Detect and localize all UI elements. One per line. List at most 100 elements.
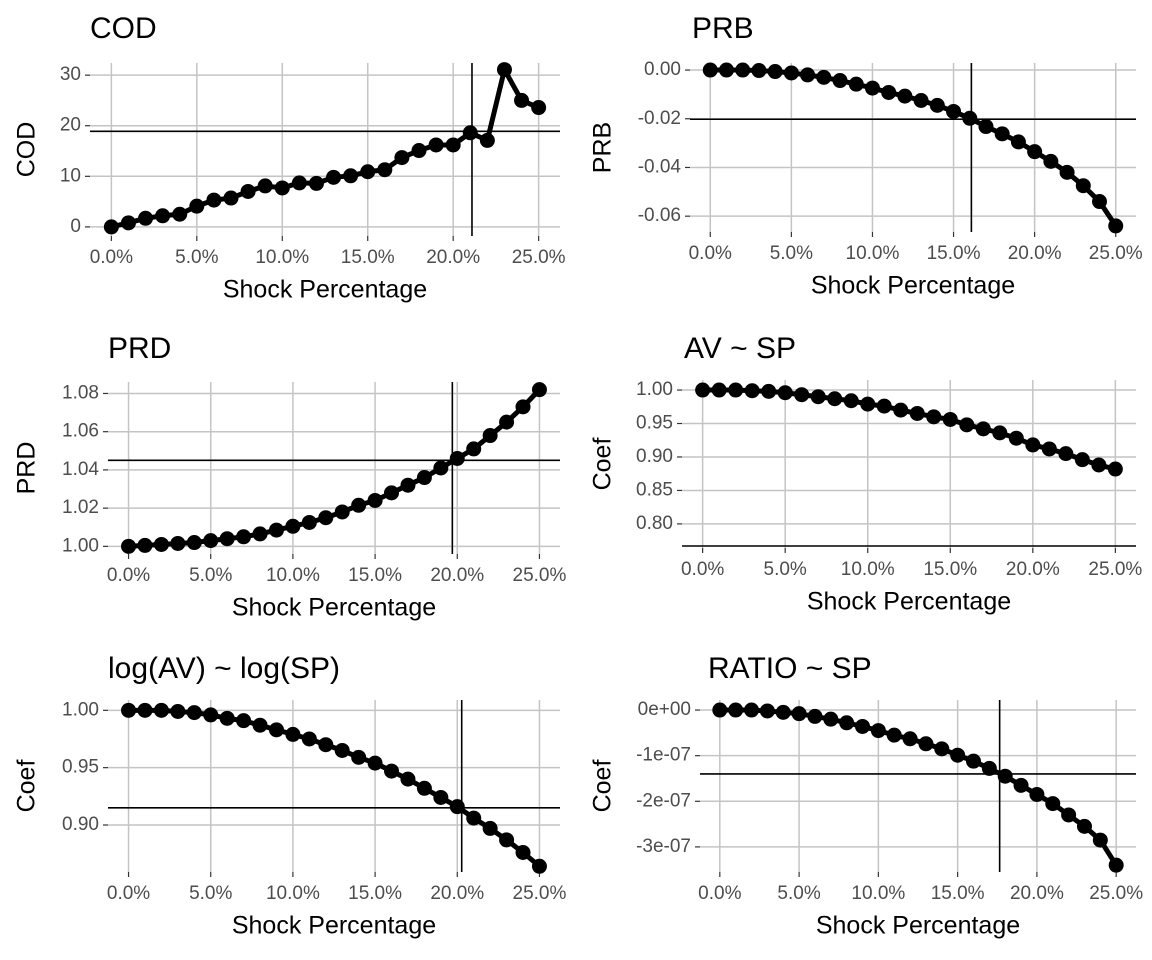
data-point [1108, 218, 1124, 234]
data-point [886, 727, 902, 743]
panel: 0.0% 5.0% 10.0% 15.0% 20.0% 25.0% 1.00 1.02 1.04… [13, 332, 567, 622]
x-tick-label: 10.0% [266, 883, 320, 904]
data-point [203, 707, 219, 723]
data-point [1010, 134, 1026, 150]
data-point [466, 441, 482, 457]
data-point [121, 702, 137, 718]
data-point [223, 190, 239, 206]
data-point [810, 389, 826, 405]
data-point [1029, 786, 1045, 802]
data-point [462, 125, 478, 141]
data-point [334, 504, 350, 520]
data-point [482, 428, 498, 444]
x-axis-title: Shock Percentage [232, 594, 436, 622]
x-tick-label: 15.0% [348, 565, 402, 586]
x-tick-label: 5.0% [764, 559, 807, 580]
data-point [360, 164, 376, 180]
data-point [268, 722, 284, 738]
data-point [496, 62, 512, 78]
data-point [203, 533, 219, 549]
data-point [981, 760, 997, 776]
data-point [170, 703, 186, 719]
data-point [351, 749, 367, 765]
data-point [950, 747, 966, 763]
data-point [186, 535, 202, 551]
x-tick-label: 20.0% [426, 247, 480, 268]
data-point [411, 143, 427, 159]
data-point [531, 382, 547, 398]
y-tick-label: 1.08 [62, 382, 99, 403]
data-point [449, 799, 465, 815]
x-tick-label: 25.0% [513, 565, 567, 586]
x-axis-title: Shock Percentage [223, 276, 427, 304]
data-point [189, 198, 205, 214]
y-tick-label: 20 [60, 115, 81, 136]
data-point [433, 460, 449, 476]
data-point [695, 382, 711, 398]
data-point [515, 845, 531, 861]
x-tick-label: 15.0% [348, 883, 402, 904]
panel: 0.0% 5.0% 10.0% 15.0% 20.0% 25.0% 1.00 0.95 0.90… [589, 332, 1143, 616]
x-tick-label: 0.0% [698, 883, 741, 904]
y-tick-label: -2e-07 [636, 790, 691, 811]
data-point [934, 741, 950, 757]
data-point [744, 383, 760, 399]
data-point [1107, 461, 1123, 477]
data-point [881, 84, 897, 100]
y-tick-label: 1.00 [62, 699, 99, 720]
data-point [855, 718, 871, 734]
data-point [767, 64, 783, 80]
data-point [351, 497, 367, 513]
data-point [514, 92, 530, 108]
data-point [759, 703, 775, 719]
chart-title: AV ~ SP [684, 332, 796, 365]
data-point [531, 858, 547, 874]
data-point [827, 391, 843, 407]
data-point [291, 175, 307, 191]
x-axis-title: Shock Percentage [232, 912, 436, 940]
data-point [929, 97, 945, 113]
data-point [367, 755, 383, 771]
data-point [870, 723, 886, 739]
data-point [252, 717, 268, 733]
data-point [946, 103, 962, 119]
chart-title: RATIO ~ SP [708, 652, 872, 685]
data-point [832, 73, 848, 89]
data-point [1025, 437, 1041, 453]
y-tick-label: 30 [60, 64, 81, 85]
data-point [783, 65, 799, 81]
y-tick-label: 0.90 [636, 446, 673, 467]
data-point [252, 526, 268, 542]
data-line [110, 67, 540, 230]
chart-title: PRD [108, 332, 171, 365]
y-tick-label: 0.85 [636, 479, 673, 500]
data-point [1008, 430, 1024, 446]
data-point [219, 710, 235, 726]
data-point [893, 402, 909, 418]
data-point [416, 470, 432, 486]
data-line [128, 707, 542, 869]
panel: 0.0% 5.0% 10.0% 15.0% 20.0% 25.0% 0e+00 -1e-07 -… [589, 652, 1144, 940]
data-point [416, 780, 432, 796]
data-point [1075, 178, 1091, 194]
data-point [864, 80, 880, 96]
data-point [138, 210, 154, 226]
data-point [918, 736, 934, 752]
data-point [1108, 857, 1124, 873]
data-point [445, 137, 461, 153]
y-tick-label: 10 [60, 165, 81, 186]
data-point [219, 531, 235, 547]
x-tick-label: 25.0% [512, 247, 566, 268]
x-tick-label: 20.0% [1008, 243, 1062, 264]
y-tick-label: 1.00 [62, 535, 99, 556]
data-point [285, 518, 301, 534]
data-point [343, 168, 359, 184]
x-tick-label: 15.0% [927, 243, 981, 264]
data-point [1076, 818, 1092, 834]
data-point [394, 150, 410, 166]
x-axis-title: Shock Percentage [807, 588, 1011, 616]
x-tick-label: 15.0% [923, 559, 977, 580]
x-tick-label: 15.0% [931, 883, 985, 904]
data-point [274, 180, 290, 196]
